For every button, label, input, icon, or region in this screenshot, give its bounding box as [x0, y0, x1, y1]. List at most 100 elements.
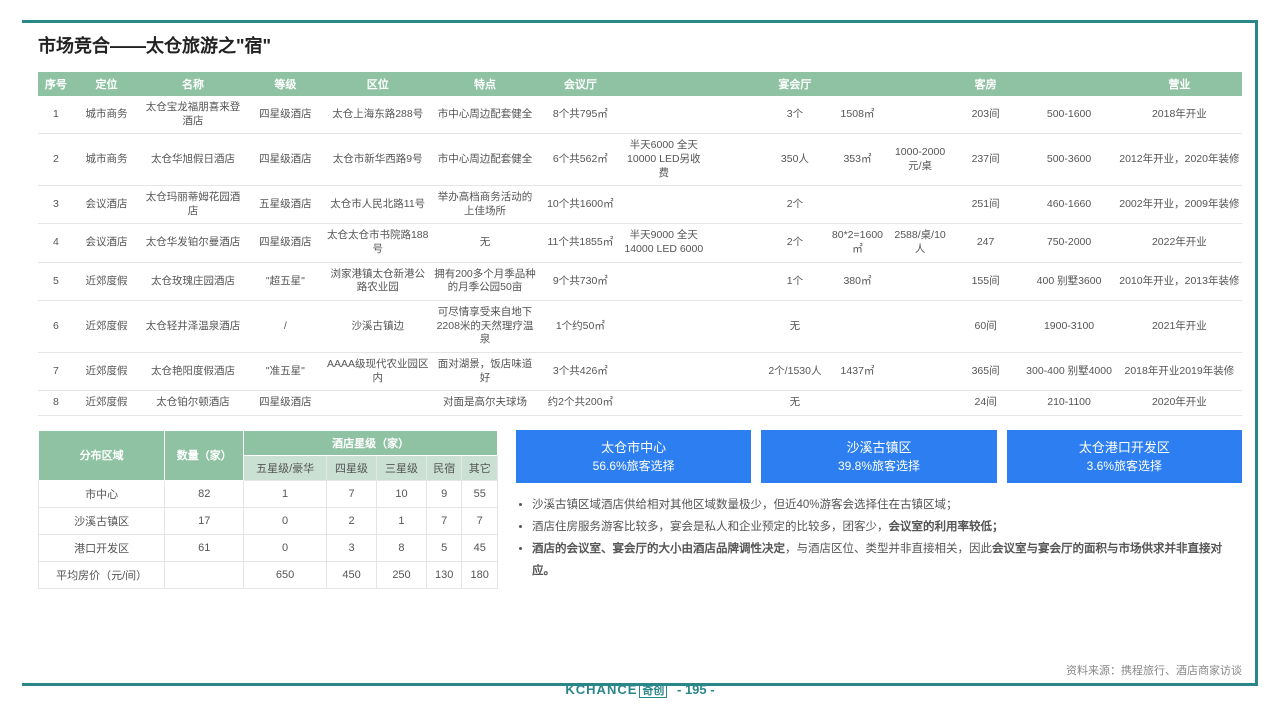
table-cell [706, 224, 766, 262]
dist-subhead: 三星级 [377, 455, 427, 480]
main-th [622, 72, 705, 96]
dist-h-area: 分布区域 [39, 430, 165, 480]
table-cell [890, 391, 950, 416]
table-cell: 会议酒店 [74, 186, 140, 224]
table-cell [622, 352, 705, 390]
table-cell: 约2个共200㎡ [539, 391, 622, 416]
page-title: 市场竞合——太仓旅游之"宿" [38, 32, 1242, 58]
page-number: - 195 - [677, 682, 715, 697]
table-cell [622, 301, 705, 353]
table-cell: 无 [765, 391, 825, 416]
content-area: 市场竞合——太仓旅游之"宿" 序号定位名称等级区位特点会议厅宴会厅客房营业 1城… [38, 32, 1242, 674]
table-cell: 2个/1530人 [765, 352, 825, 390]
table-cell: 45 [462, 534, 498, 561]
table-cell [706, 186, 766, 224]
table-cell: 四星级酒店 [247, 96, 324, 134]
table-cell: 0 [244, 534, 327, 561]
table-cell: 6个共562㎡ [539, 134, 622, 186]
table-cell: 650 [244, 561, 327, 588]
table-cell: 对面是高尔夫球场 [431, 391, 538, 416]
table-cell: "准五星" [247, 352, 324, 390]
dist-h-stars: 酒店星级（家） [244, 430, 498, 455]
table-row: 7近郊度假太仓艳阳度假酒店"准五星"AAAA级现代农业园区内面对湖景，饭店味道好… [38, 352, 1242, 390]
table-cell [622, 391, 705, 416]
table-cell: 400 别墅3600 [1021, 262, 1116, 300]
table-cell: 太仓铂尔顿酒店 [139, 391, 246, 416]
table-cell [706, 391, 766, 416]
table-cell: 2020年开业 [1117, 391, 1242, 416]
main-th [825, 72, 891, 96]
table-row: 沙溪古镇区1702177 [39, 507, 498, 534]
table-cell [706, 262, 766, 300]
table-cell: 2012年开业，2020年装修 [1117, 134, 1242, 186]
table-cell: 155间 [950, 262, 1022, 300]
table-cell: 180 [462, 561, 498, 588]
table-cell: 237间 [950, 134, 1022, 186]
table-cell: 11个共1855㎡ [539, 224, 622, 262]
table-cell: 500-1600 [1021, 96, 1116, 134]
table-cell: 365间 [950, 352, 1022, 390]
table-cell: 无 [765, 301, 825, 353]
table-cell [825, 301, 891, 353]
note-item: 酒店住房服务游客比较多，宴会是私人和企业预定的比较多，团客少，会议室的利用率较低… [532, 517, 1242, 539]
table-cell: 四星级酒店 [247, 391, 324, 416]
table-cell: 2018年开业2019年装修 [1117, 352, 1242, 390]
table-cell: 太仓宝龙福朋喜来登酒店 [139, 96, 246, 134]
table-cell: 450 [327, 561, 377, 588]
table-cell: 市中心周边配套健全 [431, 134, 538, 186]
table-cell: / [247, 301, 324, 353]
table-cell: 300-400 别墅4000 [1021, 352, 1116, 390]
table-cell [890, 96, 950, 134]
table-cell: 5 [426, 534, 461, 561]
table-cell: 1个约50㎡ [539, 301, 622, 353]
table-cell [890, 186, 950, 224]
table-cell: 半天6000 全天10000 LED另收费 [622, 134, 705, 186]
table-cell: 平均房价（元/间） [39, 561, 165, 588]
table-cell: 拥有200多个月季品种的月季公园50亩 [431, 262, 538, 300]
main-hotel-table: 序号定位名称等级区位特点会议厅宴会厅客房营业 1城市商务太仓宝龙福朋喜来登酒店四… [38, 72, 1242, 416]
table-cell: 5 [38, 262, 74, 300]
table-cell: 2021年开业 [1117, 301, 1242, 353]
table-cell: 82 [165, 480, 244, 507]
table-cell: 55 [462, 480, 498, 507]
table-cell: 1000-2000元/桌 [890, 134, 950, 186]
table-cell: 2个 [765, 186, 825, 224]
table-cell: 四星级酒店 [247, 134, 324, 186]
table-cell: 7 [327, 480, 377, 507]
table-cell: 近郊度假 [74, 352, 140, 390]
note-item: 酒店的会议室、宴会厅的大小由酒店品牌调性决定，与酒店区位、类型并非直接相关，因此… [532, 539, 1242, 583]
table-cell: 太仓上海东路288号 [324, 96, 431, 134]
table-cell: 太仓华旭假日酒店 [139, 134, 246, 186]
table-cell: 251间 [950, 186, 1022, 224]
table-cell: 太仓玛丽蒂姆花园酒店 [139, 186, 246, 224]
footer: KCHANCE奇创 - 195 - [0, 682, 1280, 698]
table-cell [890, 262, 950, 300]
table-cell: 太仓华发铂尔曼酒店 [139, 224, 246, 262]
table-cell: 1 [38, 96, 74, 134]
table-cell: 460-1660 [1021, 186, 1116, 224]
table-cell: 60间 [950, 301, 1022, 353]
table-cell: 8个共795㎡ [539, 96, 622, 134]
table-cell: 1个 [765, 262, 825, 300]
table-cell [706, 134, 766, 186]
table-cell: 247 [950, 224, 1022, 262]
notes-list: 沙溪古镇区域酒店供给相对其他区域数量极少，但近40%游客会选择住在古镇区域；酒店… [516, 495, 1242, 582]
table-cell: 可尽情享受来自地下2208米的天然理疗温泉 [431, 301, 538, 353]
table-cell: 浏家港镇太仓新港公路农业园 [324, 262, 431, 300]
main-th: 营业 [1117, 72, 1242, 96]
source-text: 资料来源：携程旅行、酒店商家访谈 [1066, 662, 1242, 678]
table-cell: 城市商务 [74, 134, 140, 186]
distribution-table: 分布区域 数量（家） 酒店星级（家） 五星级/豪华四星级三星级民宿其它 市中心8… [38, 430, 498, 589]
table-cell: 9个共730㎡ [539, 262, 622, 300]
table-cell: 2018年开业 [1117, 96, 1242, 134]
table-cell: 8 [38, 391, 74, 416]
table-cell: 61 [165, 534, 244, 561]
table-cell: 1 [377, 507, 427, 534]
table-cell: 353㎡ [825, 134, 891, 186]
main-th: 等级 [247, 72, 324, 96]
main-th: 会议厅 [539, 72, 622, 96]
table-cell: 太仓市人民北路11号 [324, 186, 431, 224]
table-cell [324, 391, 431, 416]
table-row: 市中心821710955 [39, 480, 498, 507]
table-cell: 3 [38, 186, 74, 224]
